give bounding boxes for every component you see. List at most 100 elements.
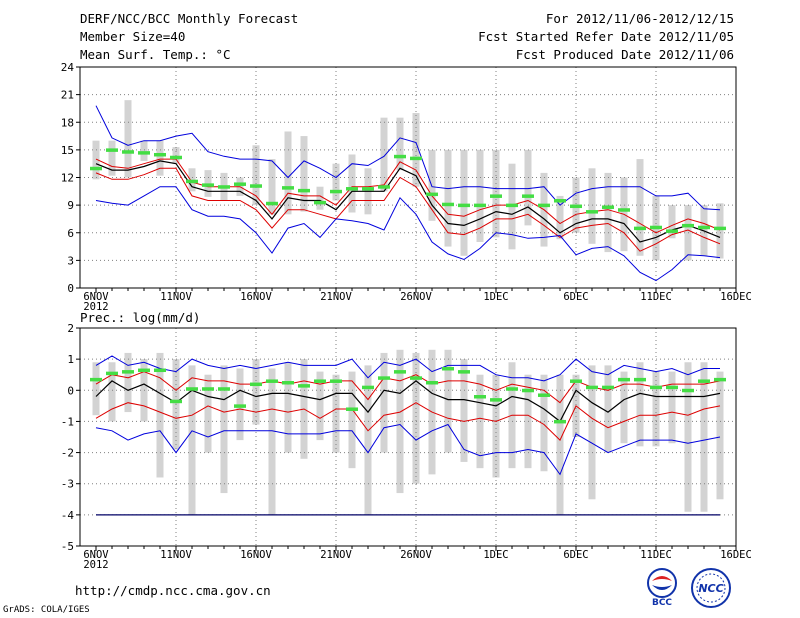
prec-observed-marker	[490, 398, 502, 402]
temp-x-tick-label: 16NOV	[240, 291, 272, 303]
temp-observed-marker	[362, 187, 374, 191]
prec-observed-marker	[554, 419, 566, 424]
prec-range-bar	[636, 362, 644, 447]
temp-min-line	[95, 186, 721, 282]
prec-range-bar	[316, 371, 324, 441]
temp-range-bar	[124, 100, 132, 178]
prec-observed-marker	[234, 404, 246, 408]
prec-x-tick-label: 16DEC	[720, 549, 752, 561]
prec-y-tick-label: 2	[67, 322, 74, 335]
temp-range-bar	[332, 163, 340, 201]
temp-x-tick-label: 11DEC	[640, 291, 672, 303]
temp-observed-marker	[218, 185, 230, 189]
prec-y-tick-label: -1	[61, 415, 74, 428]
temp-observed-marker	[266, 201, 278, 206]
prec-lower-line	[95, 402, 721, 441]
temp-observed-marker	[426, 192, 438, 197]
chart-title: DERF/NCC/BCC Monthly Forecast	[80, 11, 299, 26]
temp-y-tick-label: 3	[67, 254, 74, 267]
variable-label: Mean Surf. Temp.: °C	[80, 47, 231, 62]
temp-observed-marker	[154, 152, 166, 157]
temp-observed-marker	[106, 148, 118, 152]
temp-observed-marker	[570, 204, 582, 209]
temp-x-tick-label: 21NOV	[320, 291, 352, 303]
prec-range-bar	[684, 362, 692, 512]
temp-observed-marker	[234, 182, 246, 186]
temp-observed-marker	[650, 225, 662, 230]
temp-observed-marker	[298, 188, 310, 193]
temp-observed-marker	[186, 179, 198, 184]
temp-observed-marker	[474, 203, 486, 208]
prec-range-bar	[284, 362, 292, 453]
forecast-period: For 2012/11/06-2012/12/15	[545, 11, 734, 26]
temp-y-tick-label: 0	[67, 282, 74, 295]
prec-observed-marker	[506, 387, 518, 391]
temp-x-tick-label: 11NOV	[160, 291, 192, 303]
prec-observed-marker	[266, 379, 278, 383]
prec-y-tick-label: -4	[61, 509, 75, 522]
prec-range-bar	[380, 352, 388, 453]
temp-observed-marker	[138, 151, 150, 155]
prec-mean-line	[95, 380, 721, 423]
prec-observed-marker	[586, 385, 598, 390]
temp-range-bar	[604, 172, 612, 253]
prec-y-tick-label: -5	[61, 540, 74, 553]
source-url[interactable]: http://cmdp.ncc.cma.gov.cn	[75, 583, 271, 598]
prec-observed-marker	[298, 384, 310, 388]
temp-panel: 0 3 6 9 12 15 18 21 24 6NOV 11NOV 16NOV 21NOV 26NOV 1D…	[61, 61, 752, 313]
prec-range-bar	[556, 374, 564, 515]
temp-y-tick-label: 24	[61, 61, 75, 74]
prec-observed-marker	[682, 388, 694, 393]
temp-observed-marker	[410, 156, 422, 161]
temp-max-line	[95, 105, 721, 211]
temp-range-bar	[156, 140, 164, 176]
temp-range-bar	[140, 140, 148, 161]
prec-observed-marker	[618, 377, 630, 382]
produced-date: Fcst Produced Date 2012/11/06	[515, 47, 734, 62]
prec-observed-marker	[394, 370, 406, 374]
temp-range-bar	[556, 195, 564, 240]
temp-observed-marker	[522, 194, 534, 198]
prec-range-bar	[716, 371, 724, 500]
prec-x-tick-label: 6NOV	[83, 549, 109, 561]
prec-range-bar	[588, 365, 596, 500]
prec-observed-marker	[282, 381, 294, 385]
prec-range-bar	[188, 365, 196, 515]
temp-observed-marker	[346, 187, 358, 191]
temp-upper-line	[95, 158, 721, 234]
prec-observed-marker	[522, 388, 534, 393]
temp-range-bar	[636, 159, 644, 256]
prec-range-bar	[204, 374, 212, 453]
prec-observed-marker	[330, 379, 342, 383]
temp-observed-marker	[122, 150, 134, 154]
prec-range-bar	[604, 365, 612, 453]
bcc-logo: BCC	[647, 568, 677, 607]
temp-y-tick-label: 12	[61, 172, 74, 185]
temp-observed-marker	[618, 208, 630, 212]
temp-observed-marker	[506, 203, 518, 208]
prec-range-bar	[364, 365, 372, 515]
temp-y-tick-label: 9	[67, 199, 74, 212]
temp-range-bar	[492, 149, 500, 238]
temp-observed-marker	[330, 189, 342, 194]
prec-observed-marker	[650, 385, 662, 390]
prec-observed-marker	[378, 376, 390, 380]
temp-range-bar	[300, 136, 308, 212]
grads-credit: GrADS: COLA/IGES	[3, 605, 90, 615]
prec-observed-marker	[218, 387, 230, 391]
prec-observed-marker	[138, 368, 150, 373]
ncc-logo: NCC	[691, 568, 731, 608]
temp-observed-marker	[554, 199, 566, 203]
temp-range-bar	[316, 186, 324, 210]
temp-range-bar	[284, 131, 292, 215]
prec-x-tick-label: 16NOV	[240, 549, 272, 561]
svg-text:NCC: NCC	[698, 582, 723, 595]
temp-y-tick-label: 6	[67, 227, 74, 240]
prec-range-bar	[700, 362, 708, 512]
temp-range-bar	[348, 154, 356, 213]
prec-observed-marker	[458, 370, 470, 374]
prec-observed-marker	[186, 387, 198, 391]
prec-observed-marker	[442, 366, 454, 371]
